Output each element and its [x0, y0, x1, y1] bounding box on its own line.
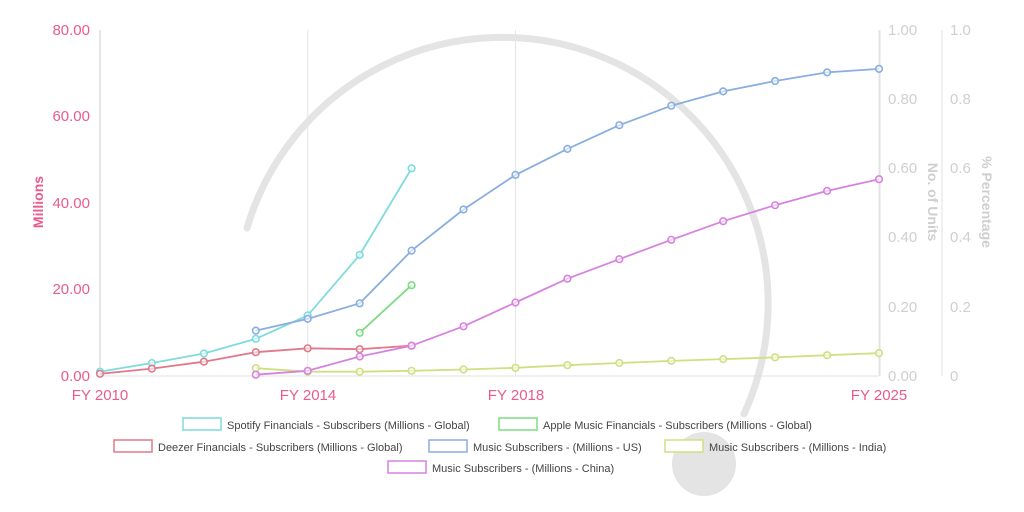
data-point[interactable]: [874, 175, 884, 184]
data-point[interactable]: [822, 351, 832, 360]
data-point[interactable]: [355, 328, 364, 337]
data-point[interactable]: [251, 364, 260, 373]
data-point[interactable]: [251, 326, 260, 335]
legend-label-india[interactable]: Music Subscribers - (Millions - India): [709, 442, 886, 454]
data-point[interactable]: [355, 367, 364, 376]
data-point[interactable]: [719, 87, 728, 96]
y-right2-tick: 0.6: [950, 160, 971, 177]
y-right1-tick: 0.00: [888, 368, 917, 385]
data-point[interactable]: [251, 348, 260, 357]
data-point[interactable]: [407, 281, 416, 290]
y-right2-tick: 0.8: [950, 91, 971, 108]
y-right1-label: No. of Units: [925, 163, 941, 242]
x-tick: FY 2025: [851, 387, 907, 404]
grid: [99, 30, 880, 376]
x-tick: FY 2010: [72, 387, 128, 404]
data-point[interactable]: [199, 357, 208, 366]
series-line: [255, 68, 880, 332]
y-left-tick: 0.00: [61, 368, 90, 385]
data-point[interactable]: [355, 299, 364, 308]
loader-arc: [243, 33, 772, 418]
y-left-label: Millions: [30, 176, 46, 228]
data-point[interactable]: [511, 363, 520, 372]
legend-swatch-deezer[interactable]: [113, 439, 153, 453]
legend-label-apple[interactable]: Apple Music Financials - Subscribers (Mi…: [543, 420, 812, 432]
legend-label-spotify[interactable]: Spotify Financials - Subscribers (Millio…: [227, 420, 470, 432]
y-right2-tick: 0: [950, 368, 958, 385]
data-point[interactable]: [251, 334, 260, 343]
legend-swatch-us[interactable]: [428, 439, 468, 453]
data-point[interactable]: [511, 298, 520, 307]
y-right2-tick: 1.0: [950, 22, 971, 39]
legend-swatch-spotify[interactable]: [182, 417, 222, 431]
data-point[interactable]: [407, 341, 416, 350]
axes: [99, 30, 943, 377]
legend-swatch-china[interactable]: [387, 460, 427, 474]
series-1: [355, 281, 416, 337]
data-point[interactable]: [563, 274, 572, 283]
data-point[interactable]: [459, 322, 468, 331]
data-point[interactable]: [770, 353, 780, 362]
data-point[interactable]: [199, 349, 208, 358]
data-point[interactable]: [251, 370, 260, 379]
data-point[interactable]: [459, 365, 468, 374]
data-point[interactable]: [459, 205, 468, 214]
series-4: [251, 349, 884, 376]
data-point[interactable]: [874, 349, 884, 358]
data-point[interactable]: [303, 344, 312, 353]
data-point[interactable]: [407, 246, 416, 255]
series-3: [251, 64, 884, 335]
data-point[interactable]: [667, 356, 676, 366]
data-point[interactable]: [303, 314, 312, 324]
data-point[interactable]: [355, 250, 364, 259]
data-point[interactable]: [874, 64, 884, 73]
data-point[interactable]: [822, 68, 832, 77]
series-line: [359, 284, 413, 334]
data-point[interactable]: [615, 121, 624, 130]
y-left-tick: 20.00: [52, 281, 90, 298]
series-layer: [95, 64, 884, 379]
y-left-tick: 80.00: [52, 22, 90, 39]
y-right2-tick: 0.2: [950, 299, 971, 316]
y-left-tick: 40.00: [52, 195, 90, 212]
data-point[interactable]: [719, 355, 728, 364]
data-point[interactable]: [407, 164, 416, 173]
data-point[interactable]: [563, 144, 572, 153]
y-right1-tick: 1.00: [888, 22, 917, 39]
y-left-tick: 60.00: [52, 108, 90, 125]
data-point[interactable]: [770, 201, 780, 210]
data-point[interactable]: [719, 217, 728, 226]
x-tick: FY 2014: [280, 387, 336, 404]
data-point[interactable]: [95, 369, 105, 378]
y-right1-tick: 0.20: [888, 299, 917, 316]
legend-swatch-apple[interactable]: [498, 417, 538, 431]
data-point[interactable]: [303, 366, 312, 375]
legend-label-us[interactable]: Music Subscribers - (Millions - US): [473, 442, 642, 454]
data-point[interactable]: [822, 186, 832, 195]
data-point[interactable]: [615, 255, 624, 264]
data-point[interactable]: [407, 366, 416, 375]
data-point[interactable]: [563, 361, 572, 370]
y-right2-tick: 0.4: [950, 229, 971, 246]
data-point[interactable]: [511, 170, 520, 179]
legend-label-china[interactable]: Music Subscribers - (Millions - China): [432, 463, 614, 475]
series-5: [251, 175, 884, 379]
data-point[interactable]: [770, 76, 780, 86]
legend-swatch-india[interactable]: [664, 439, 704, 453]
legend[interactable]: Spotify Financials - Subscribers (Millio…: [113, 417, 886, 475]
data-point[interactable]: [667, 101, 676, 110]
data-point[interactable]: [147, 364, 156, 373]
data-point[interactable]: [667, 235, 676, 244]
data-point[interactable]: [355, 345, 364, 354]
y-right1-tick: 0.80: [888, 91, 917, 108]
x-tick: FY 2018: [488, 387, 544, 404]
y-right2-label: % Percentage: [979, 156, 995, 248]
y-right1-tick: 0.60: [888, 160, 917, 177]
data-point[interactable]: [355, 352, 364, 361]
legend-label-deezer[interactable]: Deezer Financials - Subscribers (Million…: [158, 442, 403, 454]
data-point[interactable]: [615, 358, 624, 368]
y-right1-tick: 0.40: [888, 229, 917, 246]
